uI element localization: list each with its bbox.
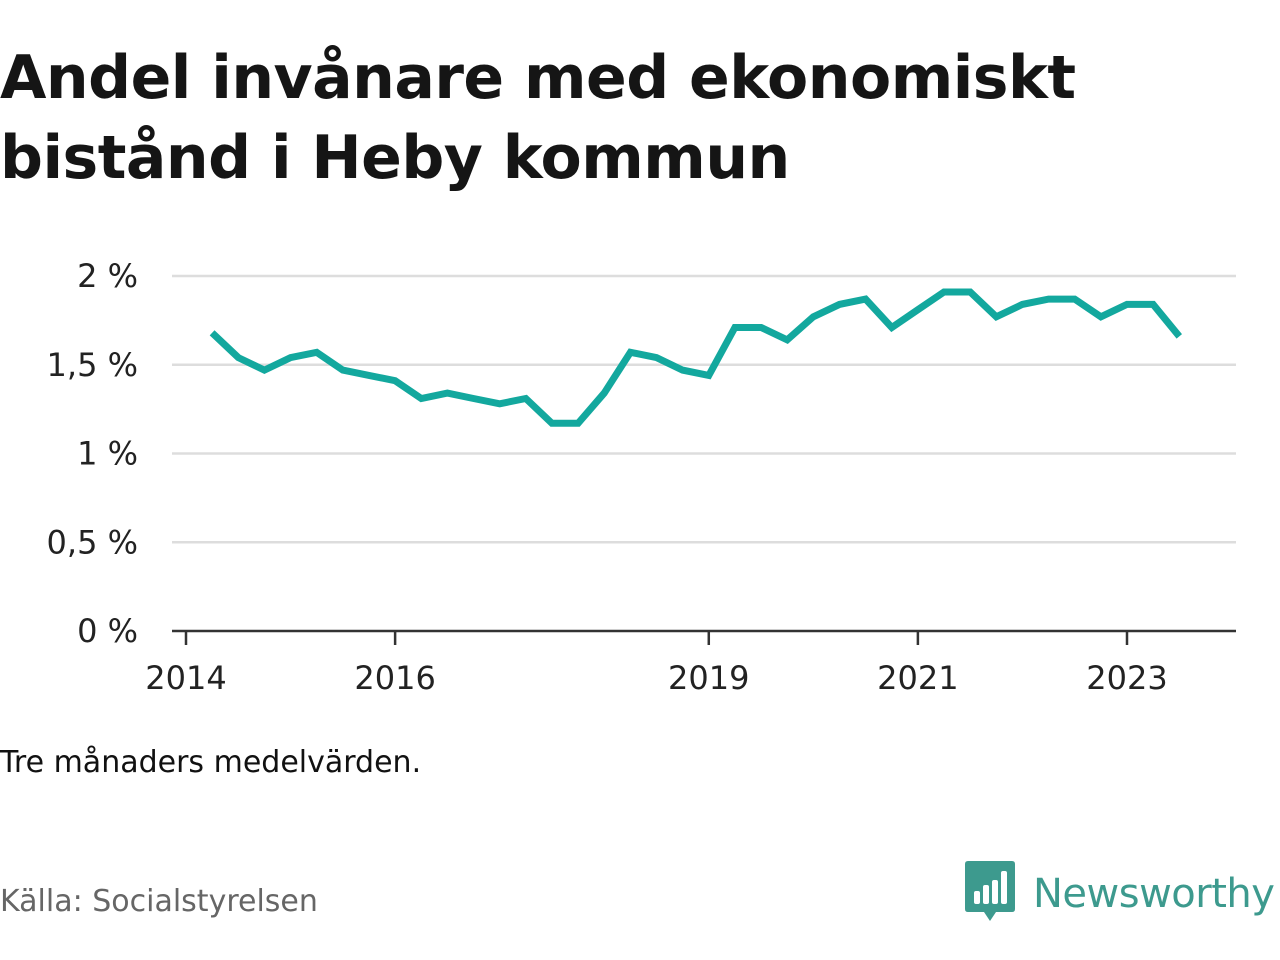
- x-axis-tick-labels: 2014 2016 2019 2021 2023: [145, 659, 1167, 697]
- data-point: [993, 314, 999, 320]
- data-point: [1098, 314, 1104, 320]
- data-point: [627, 349, 633, 355]
- data-point: [1176, 333, 1182, 339]
- line-chart: 0 % 0,5 % 1 % 1,5 % 2 % 2014 2016 2019 2021 2023: [47, 257, 1236, 697]
- x-tick-label: 2023: [1086, 659, 1167, 697]
- data-point: [862, 296, 868, 302]
- data-point: [340, 367, 346, 373]
- y-tick-label: 1 %: [77, 435, 138, 473]
- data-point: [287, 354, 293, 360]
- y-tick-label: 2 %: [77, 257, 138, 295]
- series-line: [209, 288, 1183, 427]
- data-point: [1124, 301, 1130, 307]
- data-point: [366, 372, 372, 378]
- data-point: [575, 420, 581, 426]
- data-point: [549, 420, 555, 426]
- data-point: [732, 324, 738, 330]
- newsworthy-logo-icon: [965, 861, 1015, 927]
- data-point: [601, 390, 607, 396]
- data-point: [653, 354, 659, 360]
- data-point: [758, 324, 764, 330]
- data-point: [392, 378, 398, 384]
- data-point: [1150, 301, 1156, 307]
- data-point: [523, 395, 529, 401]
- data-point: [496, 401, 502, 407]
- brand-logo[interactable]: Newsworthy: [965, 861, 1275, 927]
- x-axis: [172, 629, 1236, 645]
- brand-name: Newsworthy: [1033, 871, 1275, 917]
- data-point: [444, 390, 450, 396]
- x-tick-label: 2021: [877, 659, 958, 697]
- data-point: [941, 289, 947, 295]
- data-point: [784, 337, 790, 343]
- data-point: [261, 367, 267, 373]
- data-point: [209, 330, 215, 336]
- data-point: [915, 307, 921, 313]
- x-tick-label: 2019: [668, 659, 749, 697]
- data-point: [679, 367, 685, 373]
- data-point: [889, 324, 895, 330]
- x-tick-label: 2014: [145, 659, 226, 697]
- data-point: [235, 354, 241, 360]
- x-tick-label: 2016: [354, 659, 435, 697]
- data-point: [1019, 301, 1025, 307]
- data-point: [470, 395, 476, 401]
- chart-title: Andel invånare med ekonomiskt bistånd i …: [0, 43, 1076, 193]
- data-point: [418, 395, 424, 401]
- source-text: Källa: Socialstyrelsen: [0, 884, 318, 919]
- data-point: [706, 372, 712, 378]
- data-point: [967, 289, 973, 295]
- data-point: [1045, 296, 1051, 302]
- y-axis-tick-labels: 0 % 0,5 % 1 % 1,5 % 2 %: [47, 257, 138, 650]
- series-layer: [209, 288, 1183, 427]
- chart-note: Tre månaders medelvärden.: [0, 745, 422, 780]
- y-tick-label: 0,5 %: [47, 523, 138, 561]
- data-point: [313, 349, 319, 355]
- y-tick-label: 1,5 %: [47, 346, 138, 384]
- data-point: [810, 314, 816, 320]
- data-point: [1072, 296, 1078, 302]
- data-point: [836, 301, 842, 307]
- gridlines: [172, 274, 1236, 544]
- y-tick-label: 0 %: [77, 612, 138, 650]
